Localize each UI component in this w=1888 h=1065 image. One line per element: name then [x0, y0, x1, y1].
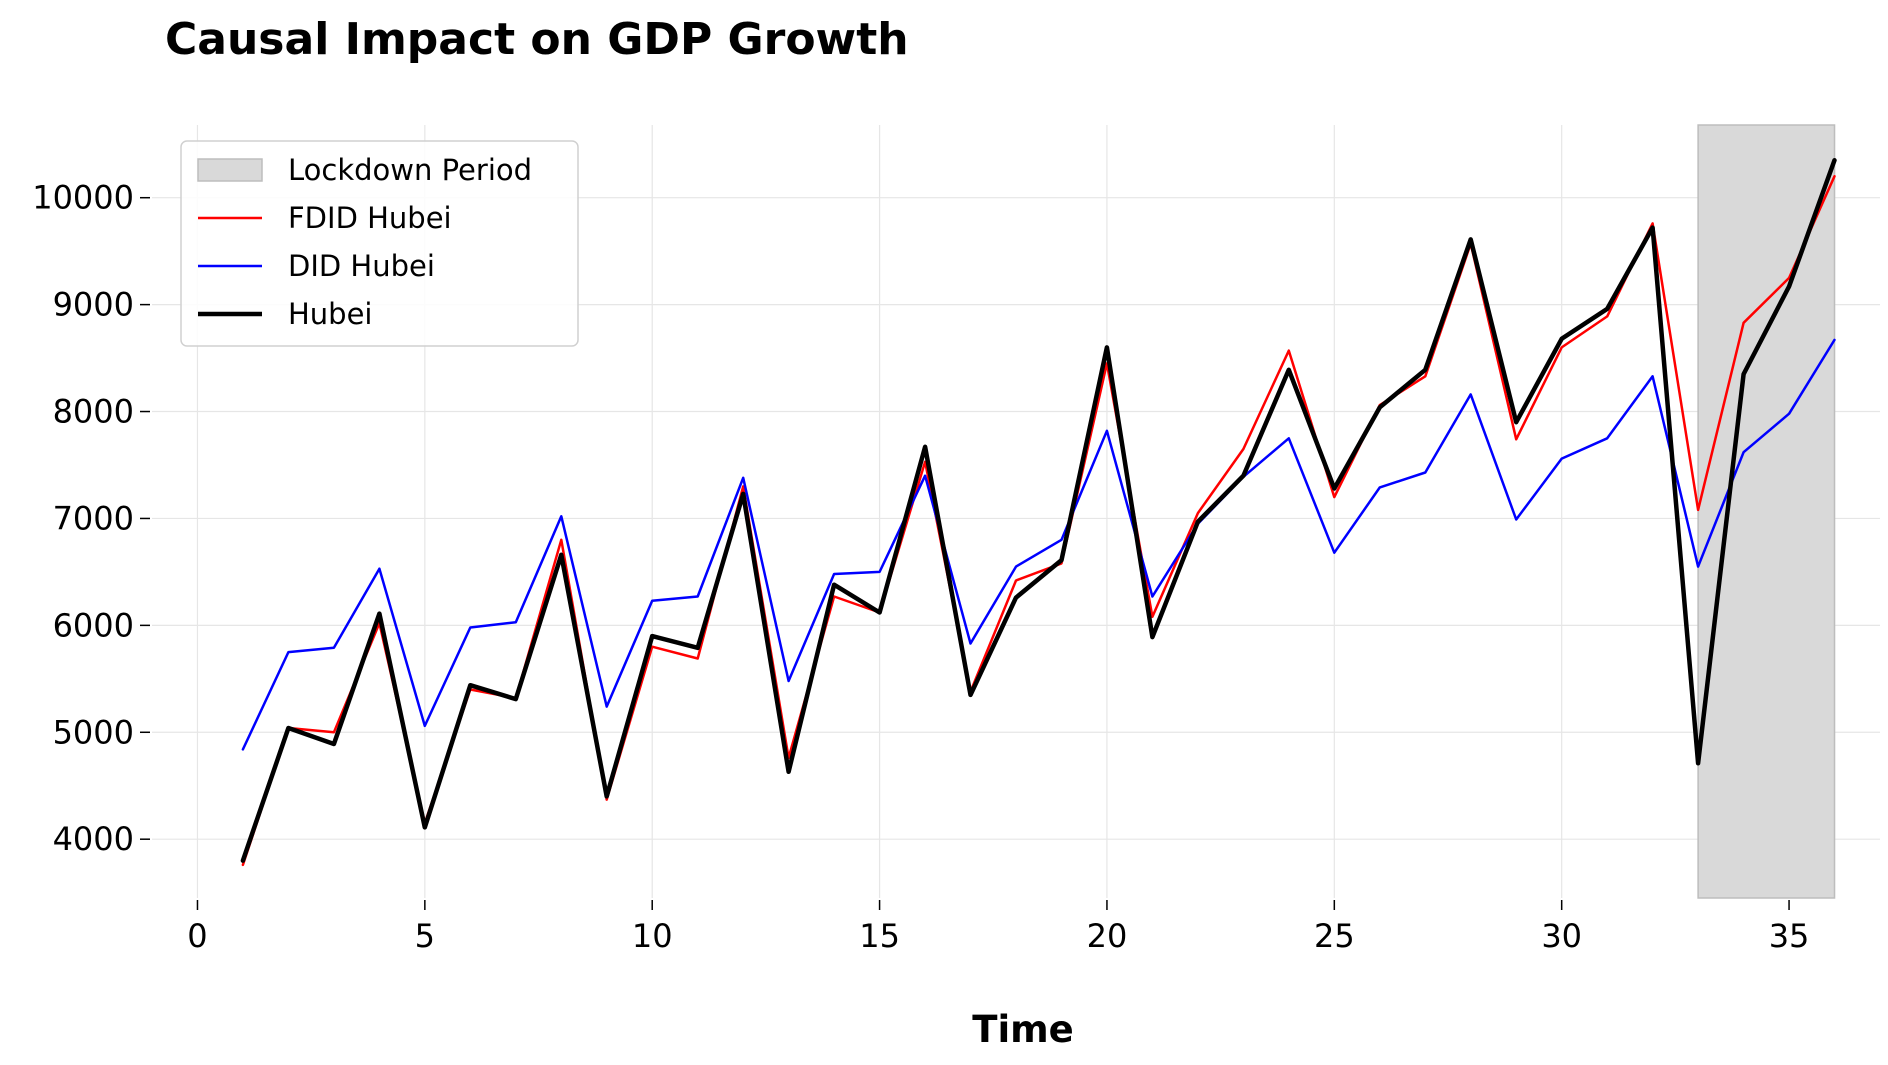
y-tick-label: 4000: [53, 820, 134, 858]
y-tick-label: 5000: [53, 713, 134, 751]
lockdown-shaded-region: [1697, 124, 1836, 899]
y-tick-label: 9000: [53, 286, 134, 324]
legend-swatch-lockdown-period: [197, 158, 263, 182]
legend-frame: [180, 140, 579, 347]
grid: [152, 125, 1880, 898]
x-tick-label: 10: [632, 917, 673, 955]
series-line-hubei: [240, 158, 1837, 863]
legend-label-did-hubei: DID Hubei: [288, 249, 435, 283]
legend-label-fdid-hubei: FDID Hubei: [288, 201, 452, 235]
chart-title: Causal Impact on GDP Growth: [165, 14, 909, 65]
axis-ticks: 0 5 10 15 20 25 30 35 4000 5000 6000 7000 8000 9000 10…: [32, 179, 1809, 955]
x-tick-label: 0: [187, 917, 207, 955]
series-line-did-hubei: [241, 338, 1836, 751]
x-tick-label: 20: [1087, 917, 1128, 955]
legend: Lockdown Period FDID Hubei DID Hubei Hubei: [180, 140, 579, 347]
y-tick-label: 6000: [53, 606, 134, 644]
x-tick-label: 15: [859, 917, 900, 955]
y-tick-label: 7000: [53, 499, 134, 537]
legend-label-lockdown-period: Lockdown Period: [288, 153, 532, 187]
lockdown-period-shade: [1697, 124, 1836, 899]
series-lines: [240, 158, 1837, 867]
y-tick-label: 10000: [32, 179, 134, 217]
x-tick-label: 25: [1314, 917, 1355, 955]
x-tick-label: 35: [1769, 917, 1810, 955]
legend-label-hubei: Hubei: [288, 297, 373, 331]
x-axis-label: Time: [972, 1008, 1074, 1051]
y-tick-label: 8000: [53, 393, 134, 431]
x-tick-label: 30: [1541, 917, 1582, 955]
x-tick-label: 5: [415, 917, 435, 955]
